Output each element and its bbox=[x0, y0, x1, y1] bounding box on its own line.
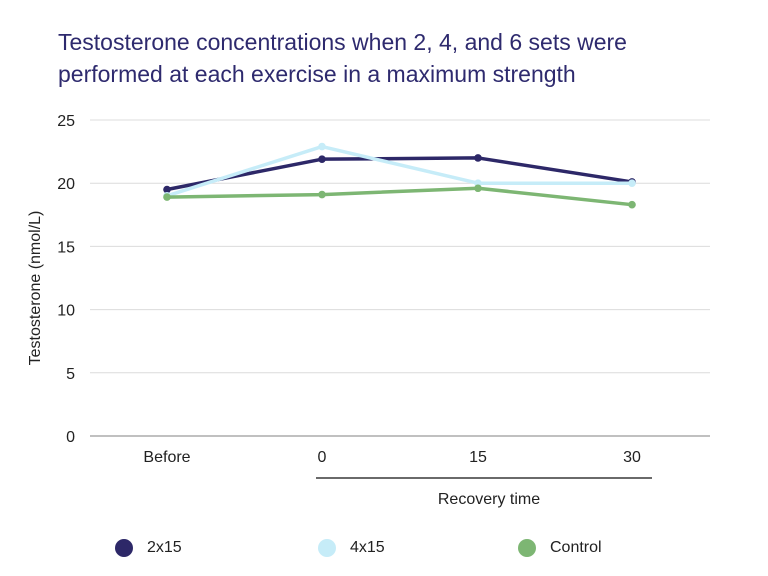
series-control bbox=[163, 184, 636, 209]
series-line bbox=[165, 156, 634, 192]
series-line bbox=[165, 186, 634, 207]
legend-marker-2x15 bbox=[115, 539, 133, 557]
x-tick-label: Before bbox=[143, 449, 190, 466]
legend-item-control: Control bbox=[518, 536, 602, 560]
data-point bbox=[163, 193, 171, 201]
y-tick-labels: 0 5 10 15 20 25 bbox=[57, 113, 75, 446]
legend-label-2x15: 2x15 bbox=[147, 539, 182, 556]
legend-item-4x15: 4x15 bbox=[318, 536, 385, 560]
x-tick-labels: Before 0 15 30 bbox=[143, 449, 641, 466]
x-tick-label: 0 bbox=[318, 449, 327, 466]
chart-title: Testosterone concentrations when 2, 4, a… bbox=[58, 29, 627, 87]
data-point bbox=[474, 184, 482, 193]
y-axis-title: Testosterone (nmol/L) bbox=[27, 211, 44, 366]
grid-lines bbox=[90, 119, 710, 437]
data-point bbox=[318, 142, 326, 151]
y-tick-label: 15 bbox=[57, 239, 75, 256]
x-tick-label: 15 bbox=[469, 449, 487, 466]
legend-label-control: Control bbox=[550, 539, 602, 556]
x-axis-title: Recovery time bbox=[438, 491, 540, 508]
data-point bbox=[318, 190, 326, 199]
data-point bbox=[474, 154, 482, 162]
legend-label-4x15: 4x15 bbox=[350, 539, 385, 556]
legend-marker-4x15 bbox=[318, 539, 336, 557]
y-tick-label: 25 bbox=[57, 113, 75, 130]
legend-item-2x15: 2x15 bbox=[115, 536, 182, 560]
x-tick-label: 30 bbox=[623, 449, 641, 466]
legend-marker-control bbox=[518, 539, 536, 557]
series-line bbox=[165, 144, 634, 198]
data-point bbox=[163, 185, 171, 194]
y-tick-label: 20 bbox=[57, 176, 75, 193]
series-lines bbox=[163, 142, 636, 209]
y-tick-label: 10 bbox=[57, 303, 75, 320]
data-point bbox=[318, 155, 326, 163]
data-point bbox=[628, 200, 636, 209]
data-point bbox=[628, 179, 636, 187]
y-tick-label: 0 bbox=[66, 429, 75, 446]
y-tick-label: 5 bbox=[66, 366, 75, 383]
